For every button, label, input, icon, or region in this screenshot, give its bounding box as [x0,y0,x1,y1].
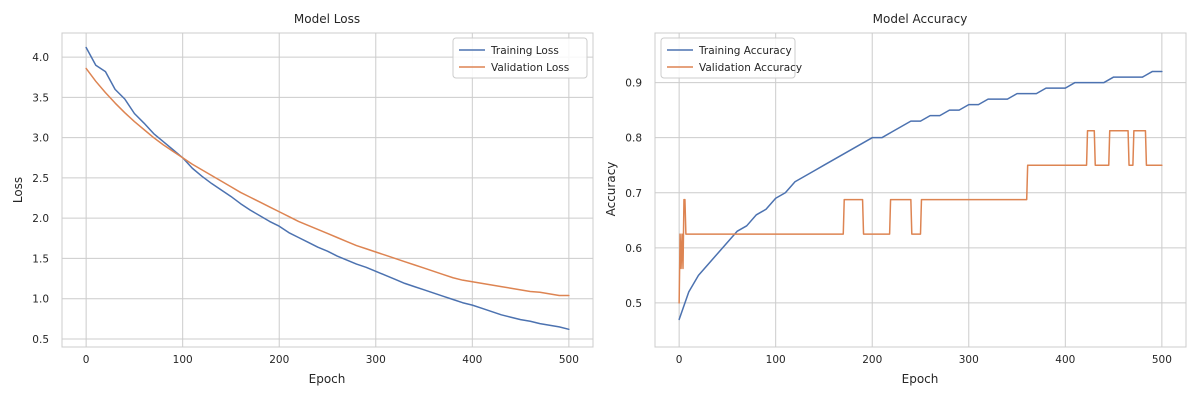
y-tick-label: 1.0 [32,294,49,306]
y-tick-label: 0.8 [625,133,642,145]
x-tick-label: 200 [862,354,882,366]
chart-title: Model Accuracy [873,12,968,26]
y-tick-label: 1.5 [32,253,49,265]
x-tick-label: 0 [676,354,683,366]
x-axis-label: Epoch [902,372,939,386]
legend-box [452,37,588,79]
legend-box [660,37,796,79]
legend-label: Training Accuracy [698,45,792,57]
series-line-1 [678,70,1163,321]
y-axis-label: Accuracy [604,162,618,217]
x-axis-label: Epoch [309,372,346,386]
x-tick-label: 400 [462,354,482,366]
x-tick-label: 300 [366,354,386,366]
x-tick-label: 300 [959,354,979,366]
series-line-1 [85,46,570,331]
series-line-2 [678,130,1163,304]
y-tick-label: 3.5 [32,92,49,104]
x-tick-label: 500 [559,354,579,366]
y-tick-label: 0.6 [625,243,642,255]
x-tick-label: 0 [83,354,90,366]
x-tick-label: 100 [766,354,786,366]
legend-label: Validation Accuracy [699,62,802,74]
y-tick-label: 0.7 [625,188,642,200]
y-tick-label: 0.9 [625,78,642,90]
accuracy-chart: Model Accuracy Epoch Accuracy 0 100 200 300… [604,12,1187,386]
y-tick-label: 4.0 [32,52,49,64]
y-axis-label: Loss [11,177,25,203]
y-tick-label: 0.5 [32,334,49,346]
loss-chart: Model Loss Epoch Loss 0 100 200 300 400 500 0.… [11,12,594,386]
x-tick-label: 500 [1152,354,1172,366]
y-tick-label: 2.0 [32,213,49,225]
legend-label: Training Loss [490,45,559,57]
x-tick-label: 400 [1055,354,1075,366]
x-tick-label: 200 [269,354,289,366]
y-tick-label: 0.5 [625,298,642,310]
series-line-2 [85,67,570,297]
plot-frame [654,32,1187,348]
legend-label: Validation Loss [491,62,569,74]
chart-title: Model Loss [294,12,360,26]
y-tick-label: 3.0 [32,133,49,145]
x-tick-label: 100 [173,354,193,366]
y-tick-label: 2.5 [32,173,49,185]
plot-frame [61,32,594,348]
